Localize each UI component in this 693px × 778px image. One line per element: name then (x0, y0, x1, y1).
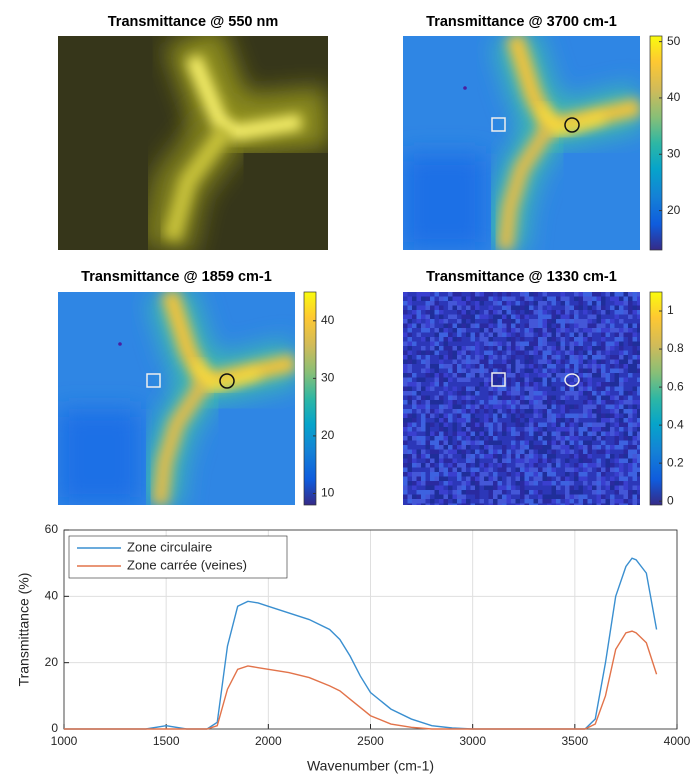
colorbar-tick-label: 0.6 (667, 379, 684, 393)
x-tick-label: 1000 (51, 734, 78, 748)
vein (496, 121, 557, 250)
panel-image (58, 36, 328, 250)
x-tick-label: 1500 (153, 734, 180, 748)
series-line (64, 630, 658, 730)
x-tick-label: 2000 (255, 734, 282, 748)
panel-image (403, 292, 640, 505)
legend-box (68, 535, 288, 579)
colorbar-tick-label: 40 (667, 90, 681, 104)
colorbar-tick-label: 0.2 (667, 455, 684, 469)
y-axis-label: Transmittance (%) (16, 573, 32, 687)
y-tick-label: 0 (51, 721, 58, 735)
legend-label: Zone circulaire (127, 539, 212, 554)
roi-circle (564, 117, 580, 133)
roi-circle (219, 373, 235, 389)
colorbar-tick-label: 20 (321, 428, 335, 442)
panel-image (403, 36, 640, 250)
vein (162, 124, 233, 242)
colorbar-tick-label: 30 (321, 371, 335, 385)
colorbar-tick-label: 1 (667, 303, 674, 317)
series-line (64, 557, 658, 730)
colorbar (649, 35, 663, 251)
panel-title: Transmittance @ 3700 cm-1 (426, 14, 617, 30)
x-tick-label: 2500 (357, 734, 384, 748)
colorbar-tick-label: 0 (667, 493, 674, 507)
axes-box (63, 529, 678, 730)
vein-core (192, 360, 261, 392)
colorbar (303, 291, 317, 506)
colorbar-tick-label: 30 (667, 146, 681, 160)
panel-title: Transmittance @ 1330 cm-1 (426, 269, 617, 285)
vein (151, 377, 212, 505)
heat-shade (58, 409, 141, 505)
colorbar-tick-label: 20 (667, 203, 681, 217)
x-tick-label: 4000 (664, 734, 691, 748)
roi-square (491, 372, 506, 387)
colorbar (649, 291, 663, 506)
heat-noise (403, 292, 640, 505)
panel-title: Transmittance @ 550 nm (108, 14, 278, 30)
vein-core (537, 104, 606, 137)
roi-square (491, 117, 506, 132)
y-tick-label: 40 (45, 589, 59, 603)
legend-label: Zone carrée (veines) (127, 557, 247, 572)
colorbar-tick-label: 10 (321, 486, 335, 500)
panel-image (58, 292, 295, 505)
x-tick-label: 3000 (459, 734, 486, 748)
heat-noise (403, 292, 640, 505)
roi-dot (118, 342, 122, 346)
heat-noise (403, 292, 640, 505)
colorbar-tick-label: 50 (667, 34, 681, 48)
x-tick-label: 3500 (561, 734, 588, 748)
colorbar-tick-label: 40 (321, 313, 335, 327)
colorbar-tick-label: 0.4 (667, 417, 684, 431)
vein (185, 54, 303, 141)
colorbar-tick-label: 0.8 (667, 341, 684, 355)
panel-title: Transmittance @ 1859 cm-1 (81, 269, 272, 285)
roi-dot (463, 86, 467, 90)
heat-shade (403, 153, 486, 250)
roi-square (146, 373, 161, 388)
y-tick-label: 60 (45, 522, 59, 536)
x-axis-label: Wavenumber (cm-1) (307, 758, 434, 774)
roi-circle (564, 373, 580, 387)
y-tick-label: 20 (45, 655, 59, 669)
heat-noise (403, 292, 640, 505)
